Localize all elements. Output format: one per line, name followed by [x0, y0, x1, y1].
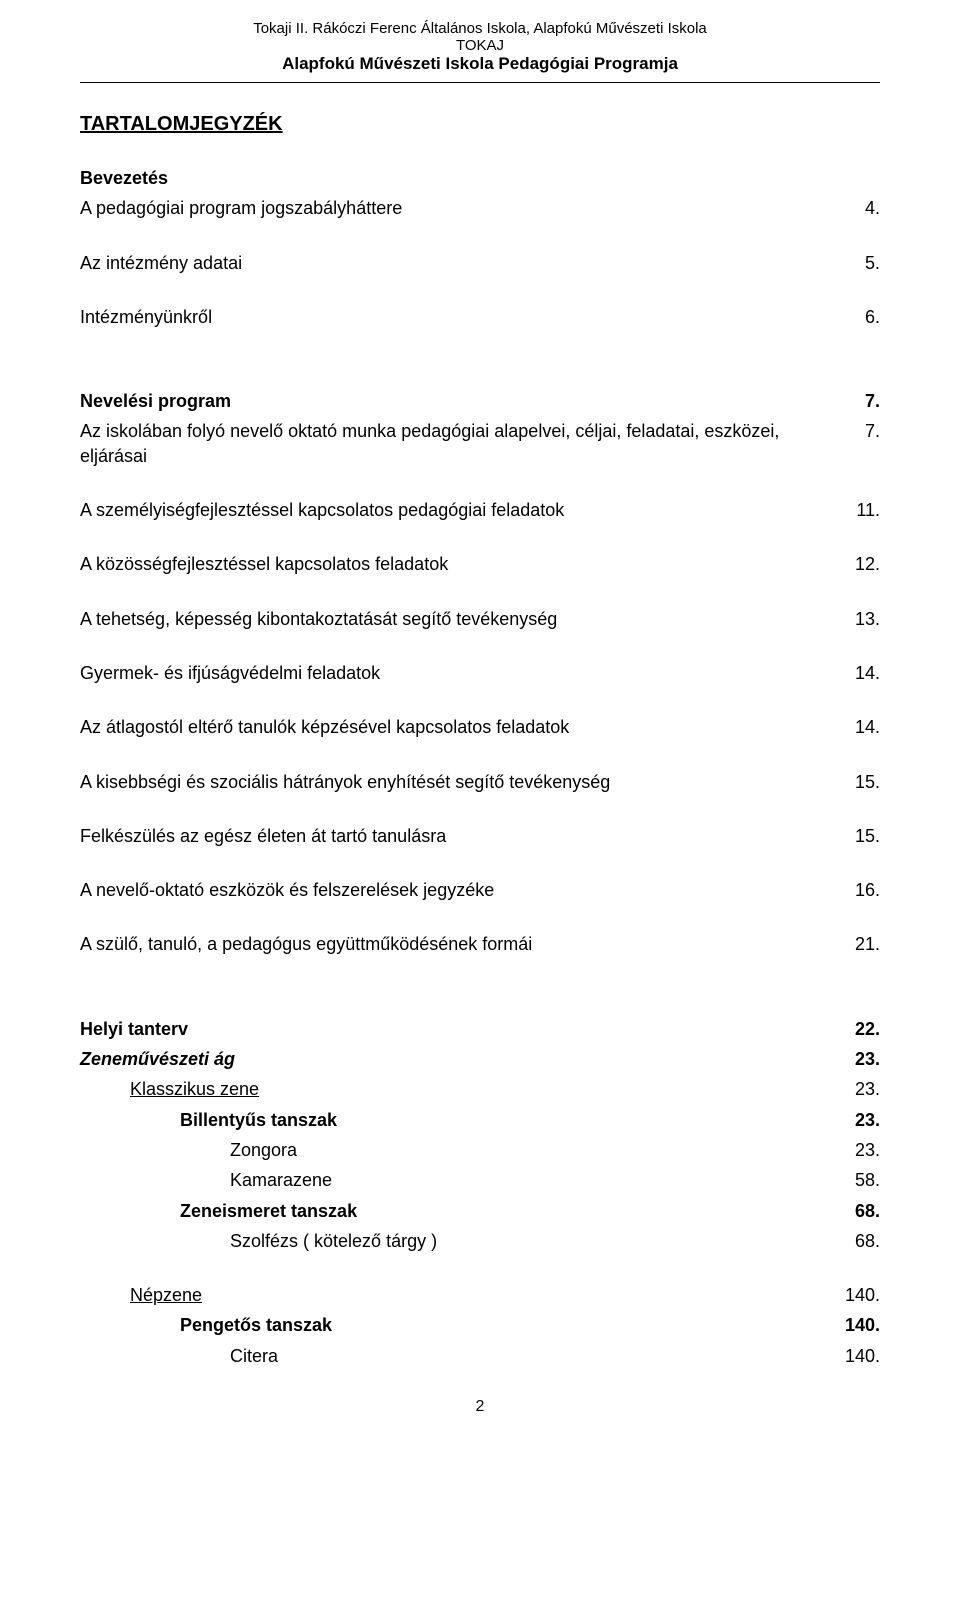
toc-page: 5. [865, 251, 880, 275]
toc-page: 23. [855, 1138, 880, 1162]
toc-label: Nevelési program [80, 389, 865, 413]
toc-page: 7. [865, 389, 880, 413]
toc-label: Az átlagostól eltérő tanulók képzésével … [80, 715, 855, 739]
toc-label: A nevelő-oktató eszközök és felszerelése… [80, 878, 855, 902]
toc-label: Gyermek- és ifjúságvédelmi feladatok [80, 661, 855, 685]
toc-row: Billentyűs tanszak23. [80, 1108, 880, 1132]
toc-gap [80, 987, 880, 1017]
toc-row: A közösségfejlesztéssel kapcsolatos fela… [80, 552, 880, 576]
toc-row: Szolfézs ( kötelező tárgy )68. [80, 1229, 880, 1253]
toc-label: Zeneismeret tanszak [80, 1199, 855, 1223]
toc-row: Zeneművészeti ág23. [80, 1047, 880, 1071]
toc-label: Felkészülés az egész életen át tartó tan… [80, 824, 855, 848]
toc-label: Helyi tanterv [80, 1017, 855, 1041]
toc-page: 140. [845, 1313, 880, 1337]
toc-gap [80, 359, 880, 389]
toc-page: 58. [855, 1168, 880, 1192]
page-number: 2 [80, 1398, 880, 1416]
toc-label: Bevezetés [80, 166, 880, 190]
toc-page: 14. [855, 661, 880, 685]
toc-page: 140. [845, 1344, 880, 1368]
header-line-1: Tokaji II. Rákóczi Ferenc Általános Isko… [80, 20, 880, 37]
toc-row: A személyiségfejlesztéssel kapcsolatos p… [80, 498, 880, 522]
toc-label: Az iskolában folyó nevelő oktató munka p… [80, 419, 865, 468]
toc-label: A pedagógiai program jogszabályháttere [80, 196, 865, 220]
toc-row: Az átlagostól eltérő tanulók képzésével … [80, 715, 880, 739]
toc-label: Klasszikus zene [80, 1077, 855, 1101]
toc-row: Klasszikus zene23. [80, 1077, 880, 1101]
toc-row: Citera140. [80, 1344, 880, 1368]
toc-page: 23. [855, 1077, 880, 1101]
toc-row: Felkészülés az egész életen át tartó tan… [80, 824, 880, 848]
toc-row: A pedagógiai program jogszabályháttere4. [80, 196, 880, 220]
toc-label: A tehetség, képesség kibontakoztatását s… [80, 607, 855, 631]
header-divider [80, 82, 880, 83]
toc-label: A kisebbségi és szociális hátrányok enyh… [80, 770, 855, 794]
toc-page: 21. [855, 932, 880, 956]
toc-page: 12. [855, 552, 880, 576]
toc-container: Bevezetés A pedagógiai program jogszabály… [80, 166, 880, 1368]
toc-label: Citera [80, 1344, 845, 1368]
toc-row: A nevelő-oktató eszközök és felszerelése… [80, 878, 880, 902]
toc-label: A személyiségfejlesztéssel kapcsolatos p… [80, 498, 856, 522]
toc-page: 22. [855, 1017, 880, 1041]
toc-row: Az iskolában folyó nevelő oktató munka p… [80, 419, 880, 468]
toc-row: Nevelési program7. [80, 389, 880, 413]
toc-label: Pengetős tanszak [80, 1313, 845, 1337]
toc-row: A tehetség, képesség kibontakoztatását s… [80, 607, 880, 631]
toc-label: Népzene [80, 1283, 845, 1307]
toc-page: 4. [865, 196, 880, 220]
toc-row: A kisebbségi és szociális hátrányok enyh… [80, 770, 880, 794]
toc-row: Bevezetés [80, 166, 880, 190]
toc-page: 6. [865, 305, 880, 329]
toc-label: Intézményünkről [80, 305, 865, 329]
toc-page: 140. [845, 1283, 880, 1307]
toc-label: A szülő, tanuló, a pedagógus együttműköd… [80, 932, 855, 956]
header-line-3: Alapfokú Művészeti Iskola Pedagógiai Pro… [80, 54, 880, 74]
toc-row: Gyermek- és ifjúságvédelmi feladatok14. [80, 661, 880, 685]
toc-page: 68. [855, 1229, 880, 1253]
toc-label: Kamarazene [80, 1168, 855, 1192]
toc-page: 23. [855, 1047, 880, 1071]
toc-page: 14. [855, 715, 880, 739]
toc-row: Zeneismeret tanszak68. [80, 1199, 880, 1223]
toc-row: Népzene140. [80, 1283, 880, 1307]
toc-row: Helyi tanterv22. [80, 1017, 880, 1041]
toc-page: 16. [855, 878, 880, 902]
document-header: Tokaji II. Rákóczi Ferenc Általános Isko… [80, 20, 880, 74]
toc-page: 15. [855, 770, 880, 794]
toc-page: 23. [855, 1108, 880, 1132]
toc-title: TARTALOMJEGYZÉK [80, 113, 880, 136]
toc-row: Az intézmény adatai5. [80, 251, 880, 275]
toc-label: Az intézmény adatai [80, 251, 865, 275]
toc-page: 15. [855, 824, 880, 848]
header-line-2: TOKAJ [80, 37, 880, 54]
toc-row: Intézményünkről6. [80, 305, 880, 329]
toc-row: Zongora23. [80, 1138, 880, 1162]
toc-label: Zongora [80, 1138, 855, 1162]
toc-row: Kamarazene58. [80, 1168, 880, 1192]
toc-page: 13. [855, 607, 880, 631]
toc-label: Szolfézs ( kötelező tárgy ) [80, 1229, 855, 1253]
toc-page: 68. [855, 1199, 880, 1223]
toc-row: Pengetős tanszak140. [80, 1313, 880, 1337]
toc-label: Zeneművészeti ág [80, 1047, 855, 1071]
toc-page: 7. [865, 419, 880, 443]
toc-label: A közösségfejlesztéssel kapcsolatos fela… [80, 552, 855, 576]
toc-label: Billentyűs tanszak [80, 1108, 855, 1132]
toc-row: A szülő, tanuló, a pedagógus együttműköd… [80, 932, 880, 956]
toc-page: 11. [856, 498, 880, 522]
